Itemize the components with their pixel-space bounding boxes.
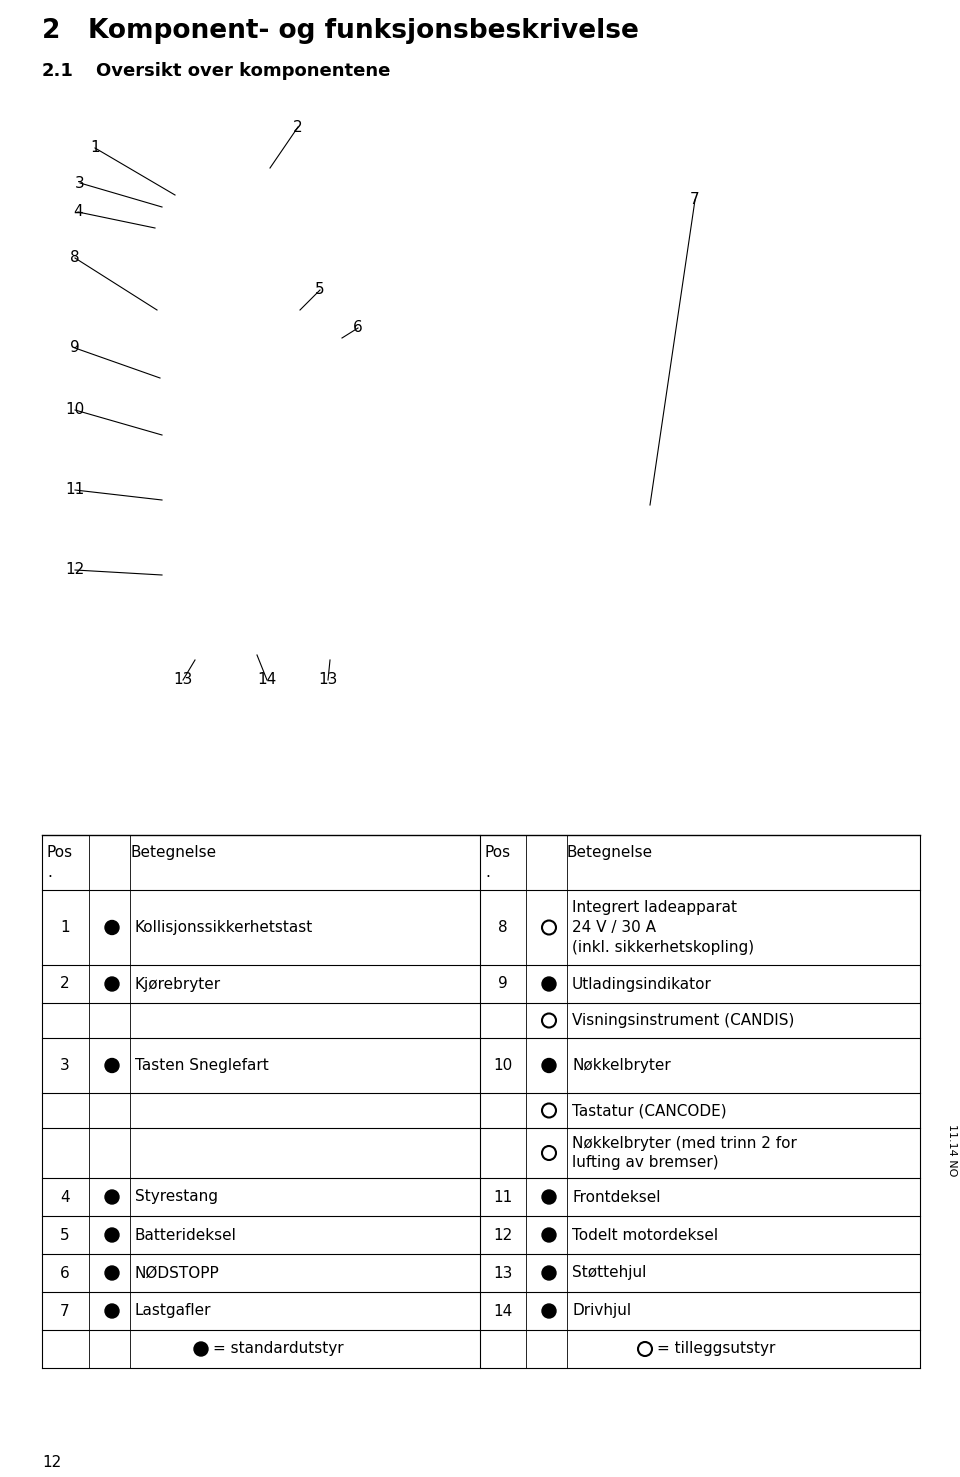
Circle shape [105,1059,119,1072]
Circle shape [542,1190,556,1204]
Text: 2: 2 [293,120,302,134]
Text: 7: 7 [690,192,700,207]
Text: 13: 13 [493,1266,513,1281]
Text: Frontdeksel: Frontdeksel [572,1189,660,1205]
Text: 3: 3 [60,1058,70,1072]
Circle shape [105,1304,119,1317]
Text: Kjørebryter: Kjørebryter [135,976,221,991]
Text: 7: 7 [60,1304,70,1319]
Text: Batterideksel: Batterideksel [135,1227,237,1242]
Text: 10: 10 [65,403,84,418]
Circle shape [542,1059,556,1072]
Text: Lastgafler: Lastgafler [135,1304,211,1319]
Text: 12: 12 [65,563,84,578]
Text: Kollisjonssikkerhetstast: Kollisjonssikkerhetstast [135,920,313,935]
Text: Betegnelse: Betegnelse [567,845,653,860]
Text: .: . [485,866,490,880]
Text: NØDSTOPP: NØDSTOPP [135,1266,220,1281]
Text: Betegnelse: Betegnelse [130,845,216,860]
Text: 8: 8 [70,251,80,266]
Circle shape [194,1343,208,1356]
Text: 8: 8 [498,920,508,935]
Text: 6: 6 [353,321,363,335]
Text: 5: 5 [60,1227,70,1242]
Text: Tasten Sneglefart: Tasten Sneglefart [135,1058,269,1072]
Text: 1: 1 [90,140,100,155]
Text: 11: 11 [493,1189,513,1205]
Text: Pos: Pos [485,845,511,860]
Text: Todelt motordeksel: Todelt motordeksel [572,1227,718,1242]
Text: Støttehjul: Støttehjul [572,1266,646,1281]
Text: Styrestang: Styrestang [135,1189,218,1205]
Text: Nøkkelbryter (med trinn 2 for
lufting av bremser): Nøkkelbryter (med trinn 2 for lufting av… [572,1136,797,1170]
Text: 4: 4 [73,204,83,220]
Text: 12: 12 [493,1227,513,1242]
Text: 9: 9 [70,341,80,356]
Text: 12: 12 [42,1455,61,1470]
Text: 13: 13 [174,672,193,687]
Text: 5: 5 [315,282,324,297]
Text: 4: 4 [60,1189,70,1205]
Text: .: . [47,866,52,880]
Text: 10: 10 [493,1058,513,1072]
Text: 2: 2 [60,976,70,991]
Circle shape [105,920,119,935]
Circle shape [105,976,119,991]
Circle shape [542,1304,556,1317]
Text: 13: 13 [319,672,338,687]
Text: Utladingsindikator: Utladingsindikator [572,976,712,991]
Circle shape [542,1227,556,1242]
Text: Nøkkelbryter: Nøkkelbryter [572,1058,671,1072]
Text: Komponent- og funksjonsbeskrivelse: Komponent- og funksjonsbeskrivelse [88,18,638,44]
Text: 14: 14 [493,1304,513,1319]
Text: Drivhjul: Drivhjul [572,1304,631,1319]
Text: Visningsinstrument (CANDIS): Visningsinstrument (CANDIS) [572,1013,794,1028]
Text: 2: 2 [42,18,60,44]
Text: 11: 11 [65,483,84,498]
Text: 3: 3 [75,176,84,191]
Text: Pos: Pos [47,845,73,860]
Text: 6: 6 [60,1266,70,1281]
Text: 2.1: 2.1 [42,62,74,80]
Text: 9: 9 [498,976,508,991]
Text: = standardutstyr: = standardutstyr [213,1341,344,1356]
Text: 14: 14 [257,672,276,687]
Circle shape [542,1266,556,1281]
Circle shape [542,976,556,991]
Text: 11.14 NO: 11.14 NO [947,1124,957,1176]
Circle shape [105,1266,119,1281]
Circle shape [105,1190,119,1204]
Text: = tilleggsutstyr: = tilleggsutstyr [657,1341,776,1356]
Text: Integrert ladeapparat
24 V / 30 A
(inkl. sikkerhetskopling): Integrert ladeapparat 24 V / 30 A (inkl.… [572,899,755,954]
Text: 1: 1 [60,920,70,935]
Text: Tastatur (CANCODE): Tastatur (CANCODE) [572,1103,727,1118]
Circle shape [105,1227,119,1242]
Text: Oversikt over komponentene: Oversikt over komponentene [96,62,391,80]
